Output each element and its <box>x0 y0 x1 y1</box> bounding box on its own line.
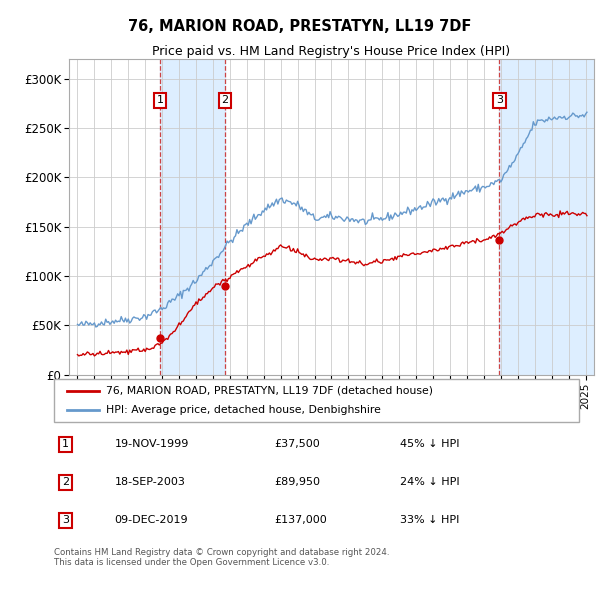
Text: 76, MARION ROAD, PRESTATYN, LL19 7DF (detached house): 76, MARION ROAD, PRESTATYN, LL19 7DF (de… <box>107 386 433 396</box>
Title: Price paid vs. HM Land Registry's House Price Index (HPI): Price paid vs. HM Land Registry's House … <box>152 45 511 58</box>
Text: 3: 3 <box>62 515 69 525</box>
Text: £137,000: £137,000 <box>275 515 327 525</box>
Text: 09-DEC-2019: 09-DEC-2019 <box>115 515 188 525</box>
Bar <box>160 59 225 375</box>
Text: £37,500: £37,500 <box>275 440 320 450</box>
Text: 76, MARION ROAD, PRESTATYN, LL19 7DF: 76, MARION ROAD, PRESTATYN, LL19 7DF <box>128 19 472 34</box>
Text: Contains HM Land Registry data © Crown copyright and database right 2024.
This d: Contains HM Land Registry data © Crown c… <box>54 548 389 567</box>
Text: 24% ↓ HPI: 24% ↓ HPI <box>401 477 460 487</box>
Text: 33% ↓ HPI: 33% ↓ HPI <box>401 515 460 525</box>
Text: HPI: Average price, detached house, Denbighshire: HPI: Average price, detached house, Denb… <box>107 405 382 415</box>
Text: 1: 1 <box>157 96 164 106</box>
Text: 19-NOV-1999: 19-NOV-1999 <box>115 440 189 450</box>
Text: 2: 2 <box>221 96 229 106</box>
FancyBboxPatch shape <box>54 379 579 422</box>
Bar <box>499 59 594 375</box>
Text: 18-SEP-2003: 18-SEP-2003 <box>115 477 185 487</box>
Text: 45% ↓ HPI: 45% ↓ HPI <box>401 440 460 450</box>
Text: 2: 2 <box>62 477 69 487</box>
Text: £89,950: £89,950 <box>275 477 320 487</box>
Text: 3: 3 <box>496 96 503 106</box>
Text: 1: 1 <box>62 440 69 450</box>
